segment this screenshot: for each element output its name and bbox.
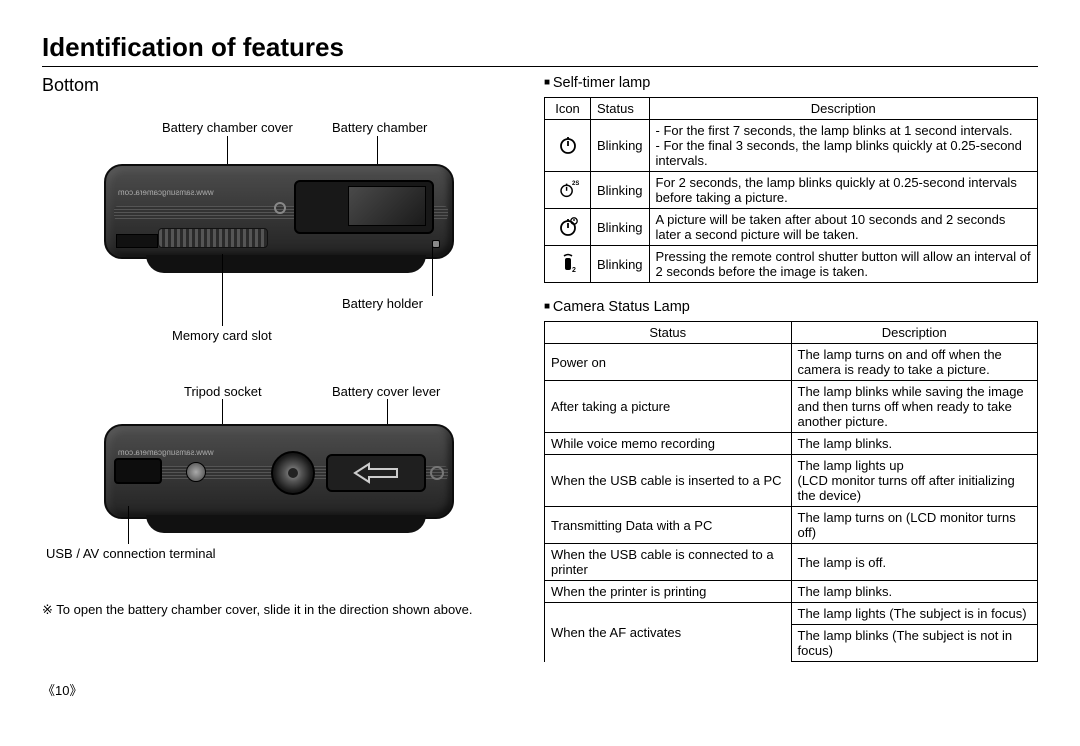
svg-text:2S: 2S	[572, 181, 579, 187]
self-timer-row: 2S BlinkingFor 2 seconds, the lamp blinks…	[545, 172, 1038, 209]
self-timer-row: Blinking- For the first 7 seconds, the l…	[545, 120, 1038, 172]
status-row: Power onThe lamp turns on and off when t…	[545, 344, 1038, 381]
timer-icon: 2S	[545, 172, 591, 209]
timer-status: Blinking	[591, 120, 650, 172]
status-lamp-table: Status Description Power onThe lamp turn…	[544, 321, 1038, 662]
label-battery-chamber-cover: Battery chamber cover	[162, 120, 293, 135]
status-cell: When the AF activates	[545, 603, 792, 662]
status-cell: When the USB cable is connected to a pri…	[545, 544, 792, 581]
status-lamp-heading: Camera Status Lamp	[544, 299, 1038, 315]
status-row: While voice memo recordingThe lamp blink…	[545, 433, 1038, 455]
desc-cell: The lamp blinks.	[791, 581, 1038, 603]
status-cell: When the printer is printing	[545, 581, 792, 603]
camera-diagram: Battery chamber cover Battery chamber ww…	[42, 106, 520, 566]
desc-cell: The lamp blinks.	[791, 433, 1038, 455]
label-usb-av: USB / AV connection terminal	[46, 546, 216, 561]
desc-cell: The lamp turns on and off when the camer…	[791, 344, 1038, 381]
self-timer-row: 2 BlinkingPressing the remote control shu…	[545, 246, 1038, 283]
self-timer-row: BlinkingA picture will be taken after ab…	[545, 209, 1038, 246]
status-cell: After taking a picture	[545, 381, 792, 433]
bottom-heading: Bottom	[42, 75, 520, 96]
label-battery-holder: Battery holder	[342, 296, 423, 311]
status-row: After taking a pictureThe lamp blinks wh…	[545, 381, 1038, 433]
col-icon: Icon	[545, 98, 591, 120]
page-title: Identification of features	[42, 32, 1038, 67]
timer-desc: - For the first 7 seconds, the lamp blin…	[649, 120, 1037, 172]
timer-icon	[545, 209, 591, 246]
desc-cell: The lamp lights (The subject is in focus…	[791, 603, 1038, 625]
status-cell: Power on	[545, 344, 792, 381]
timer-icon	[545, 120, 591, 172]
open-cover-footnote: ※ To open the battery chamber cover, sli…	[42, 602, 520, 618]
label-memory-card-slot: Memory card slot	[172, 328, 272, 343]
desc-cell: The lamp blinks while saving the image a…	[791, 381, 1038, 433]
timer-status: Blinking	[591, 209, 650, 246]
status-cell: When the USB cable is inserted to a PC	[545, 455, 792, 507]
svg-text:2: 2	[572, 267, 576, 274]
timer-status: Blinking	[591, 172, 650, 209]
self-timer-table: Icon Status Description Blinking- For th…	[544, 97, 1038, 283]
timer-status: Blinking	[591, 246, 650, 283]
status-row: When the USB cable is inserted to a PCTh…	[545, 455, 1038, 507]
timer-desc: For 2 seconds, the lamp blinks quickly a…	[649, 172, 1037, 209]
timer-desc: Pressing the remote control shutter butt…	[649, 246, 1037, 283]
timer-desc: A picture will be taken after about 10 s…	[649, 209, 1037, 246]
desc-cell: The lamp is off.	[791, 544, 1038, 581]
col-status: Status	[591, 98, 650, 120]
timer-icon: 2	[545, 246, 591, 283]
desc-cell: The lamp blinks (The subject is not in f…	[791, 625, 1038, 662]
col-desc2: Description	[791, 322, 1038, 344]
desc-cell: The lamp turns on (LCD monitor turns off…	[791, 507, 1038, 544]
label-battery-chamber: Battery chamber	[332, 120, 427, 135]
label-battery-cover-lever: Battery cover lever	[332, 384, 440, 399]
self-timer-heading: Self-timer lamp	[544, 75, 1038, 91]
status-row: When the USB cable is connected to a pri…	[545, 544, 1038, 581]
label-tripod-socket: Tripod socket	[184, 384, 262, 399]
page-number: 《10》	[42, 680, 1038, 699]
status-row: Transmitting Data with a PCThe lamp turn…	[545, 507, 1038, 544]
status-cell: While voice memo recording	[545, 433, 792, 455]
status-row-af: When the AF activatesThe lamp lights (Th…	[545, 603, 1038, 625]
arrow-left-icon	[353, 462, 399, 484]
desc-cell: The lamp lights up (LCD monitor turns of…	[791, 455, 1038, 507]
col-status2: Status	[545, 322, 792, 344]
col-desc: Description	[649, 98, 1037, 120]
status-cell: Transmitting Data with a PC	[545, 507, 792, 544]
status-row: When the printer is printingThe lamp bli…	[545, 581, 1038, 603]
